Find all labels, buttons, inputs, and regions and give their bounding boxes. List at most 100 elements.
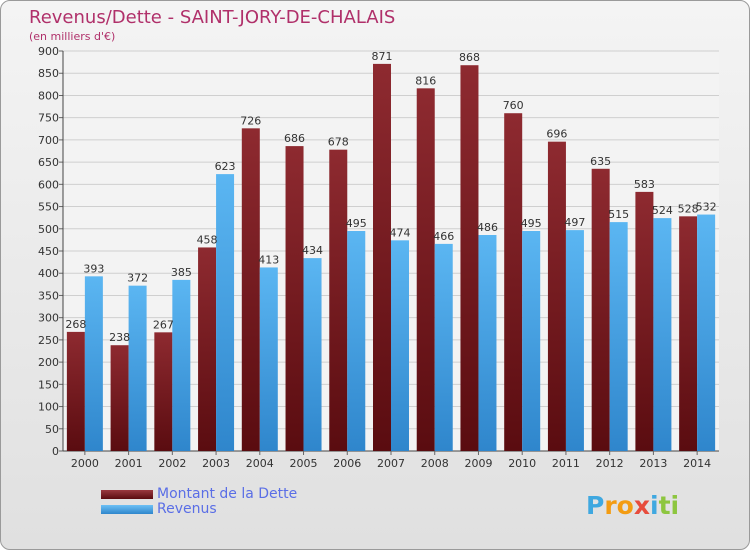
legend-swatch-revenus bbox=[101, 505, 153, 514]
data-label-dette: 267 bbox=[153, 318, 174, 331]
chart-title: Revenus/Dette - SAINT-JORY-DE-CHALAIS bbox=[29, 7, 396, 28]
logo-letter: P bbox=[586, 491, 605, 520]
chart-subtitle: (en milliers d'€) bbox=[29, 30, 116, 43]
data-label-dette: 678 bbox=[328, 136, 349, 149]
bar-dette bbox=[285, 146, 304, 451]
data-label-dette: 686 bbox=[284, 132, 305, 145]
bar-revenus bbox=[434, 243, 453, 451]
legend-swatch-dette bbox=[101, 490, 153, 499]
logo-letter: x bbox=[633, 491, 650, 520]
data-label-revenus: 413 bbox=[258, 253, 279, 266]
axes: 0 50 100 150 200 250 300 350 400 450 500 550 600 650 7… bbox=[38, 45, 719, 470]
data-label-dette: 528 bbox=[678, 202, 699, 215]
y-tick-label: 400 bbox=[38, 267, 59, 280]
bar-dette bbox=[110, 345, 129, 451]
logo-letter: i bbox=[670, 491, 680, 520]
data-label-revenus: 497 bbox=[564, 216, 585, 229]
data-label-revenus: 393 bbox=[83, 262, 104, 275]
data-label-revenus: 372 bbox=[127, 272, 148, 285]
bar-revenus bbox=[259, 267, 278, 451]
data-label-dette: 268 bbox=[65, 318, 86, 331]
data-label-dette: 583 bbox=[634, 178, 655, 191]
bar-dette bbox=[329, 149, 348, 451]
bar-dette bbox=[373, 63, 391, 452]
data-label-revenus: 495 bbox=[521, 217, 542, 230]
bar-revenus bbox=[697, 214, 716, 451]
bar-revenus bbox=[565, 230, 584, 451]
y-tick-label: 50 bbox=[45, 423, 59, 436]
bars bbox=[66, 63, 716, 452]
bar-revenus bbox=[216, 174, 235, 451]
x-tick-label: 2008 bbox=[421, 457, 449, 470]
x-tick-label: 2003 bbox=[202, 457, 230, 470]
data-label-revenus: 434 bbox=[302, 244, 323, 257]
bar-dette bbox=[591, 168, 610, 451]
y-tick-label: 200 bbox=[38, 356, 59, 369]
data-label-dette: 816 bbox=[415, 74, 436, 87]
logo-letter: t bbox=[658, 491, 671, 520]
y-tick-label: 500 bbox=[38, 223, 59, 236]
x-tick-label: 2014 bbox=[683, 457, 711, 470]
bar-dette bbox=[635, 191, 654, 451]
legend-label-revenus: Revenus bbox=[157, 501, 217, 517]
bar-revenus bbox=[609, 222, 628, 451]
y-tick-label: 350 bbox=[38, 289, 59, 302]
bar-revenus bbox=[653, 218, 672, 451]
bar-revenus bbox=[303, 258, 322, 451]
data-label-dette: 458 bbox=[197, 233, 218, 246]
bar-dette bbox=[504, 113, 523, 451]
bar-revenus bbox=[478, 235, 497, 451]
bar-revenus bbox=[347, 231, 366, 451]
data-label-revenus: 623 bbox=[215, 160, 236, 173]
bar-dette bbox=[198, 247, 217, 451]
x-tick-label: 2004 bbox=[246, 457, 274, 470]
y-tick-label: 0 bbox=[52, 445, 59, 458]
y-tick-label: 300 bbox=[38, 312, 59, 325]
x-tick-label: 2012 bbox=[596, 457, 624, 470]
x-tick-label: 2007 bbox=[377, 457, 405, 470]
y-tick-label: 650 bbox=[38, 156, 59, 169]
y-tick-label: 550 bbox=[38, 201, 59, 214]
data-label-dette: 868 bbox=[459, 51, 480, 64]
data-label-dette: 871 bbox=[372, 50, 393, 63]
bar-dette bbox=[679, 216, 698, 451]
bar-revenus bbox=[84, 276, 103, 451]
data-label-dette: 238 bbox=[109, 331, 130, 344]
data-label-dette: 726 bbox=[240, 114, 261, 127]
bar-revenus bbox=[522, 231, 541, 451]
bar-revenus bbox=[128, 285, 147, 451]
y-tick-label: 700 bbox=[38, 134, 59, 147]
bar-revenus bbox=[172, 279, 191, 451]
logo-letter: r bbox=[604, 491, 617, 520]
bar-dette bbox=[416, 88, 435, 451]
data-label-revenus: 385 bbox=[171, 266, 192, 279]
data-label-dette: 760 bbox=[503, 99, 524, 112]
data-label-revenus: 495 bbox=[346, 217, 367, 230]
y-tick-label: 850 bbox=[38, 67, 59, 80]
x-tick-label: 2013 bbox=[639, 457, 667, 470]
legend-label-dette: Montant de la Dette bbox=[157, 486, 298, 502]
data-label-revenus: 466 bbox=[433, 230, 454, 243]
data-label-revenus: 532 bbox=[696, 201, 717, 214]
x-tick-label: 2009 bbox=[464, 457, 492, 470]
data-label-revenus: 515 bbox=[608, 208, 629, 221]
y-tick-label: 800 bbox=[38, 89, 59, 102]
proxiti-logo: Proxiti bbox=[586, 491, 679, 520]
data-label-revenus: 474 bbox=[390, 226, 411, 239]
logo-letter: i bbox=[650, 491, 659, 520]
bar-dette bbox=[154, 332, 173, 451]
y-tick-label: 450 bbox=[38, 245, 59, 258]
data-labels: 268 393 238 372 267 385 458 623 726 413 686 434 678 4… bbox=[65, 50, 716, 344]
x-tick-label: 2000 bbox=[71, 457, 99, 470]
x-tick-label: 2006 bbox=[333, 457, 361, 470]
y-tick-label: 750 bbox=[38, 112, 59, 125]
bar-dette bbox=[241, 128, 260, 451]
data-label-revenus: 524 bbox=[652, 204, 673, 217]
bar-dette bbox=[460, 65, 479, 451]
y-tick-label: 250 bbox=[38, 334, 59, 347]
data-label-revenus: 486 bbox=[477, 221, 498, 234]
bar-dette bbox=[547, 141, 566, 451]
x-tick-label: 2001 bbox=[115, 457, 143, 470]
